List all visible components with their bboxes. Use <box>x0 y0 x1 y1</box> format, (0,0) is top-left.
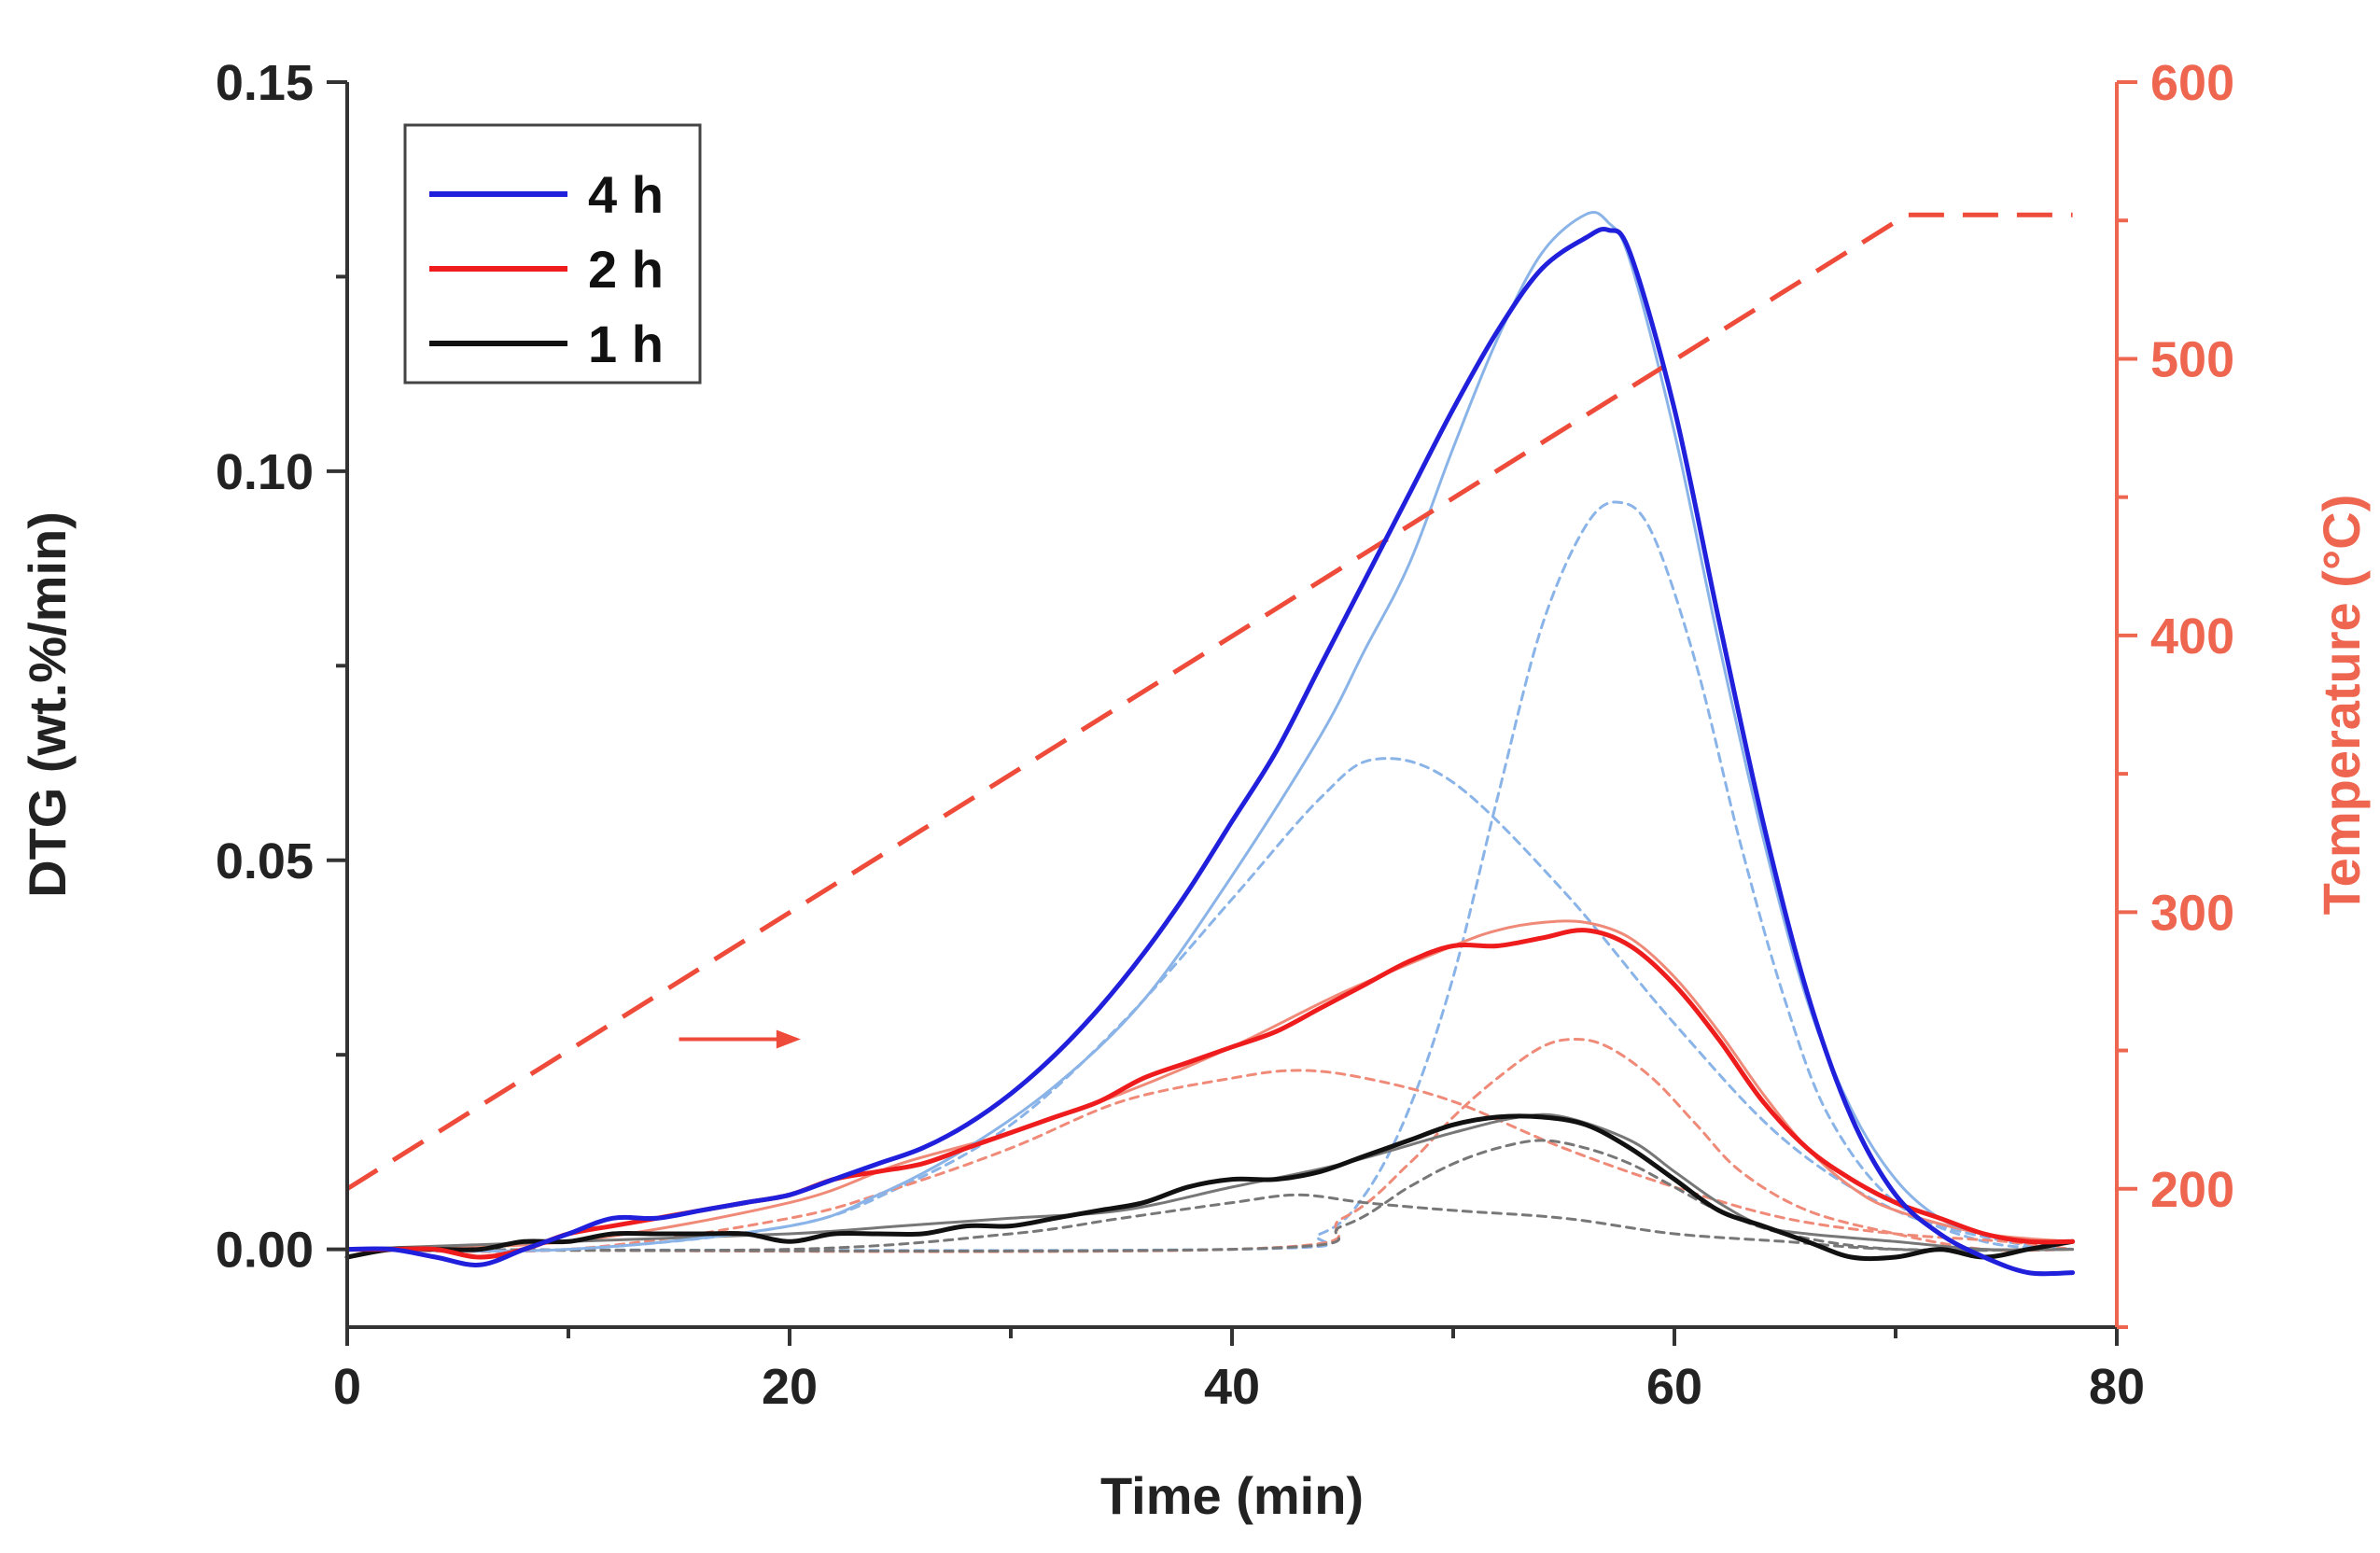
series-2-h-component-1 <box>345 1069 2075 1253</box>
x-tick-label: 0 <box>333 1359 361 1415</box>
legend-box <box>403 123 702 385</box>
y2-axis-title: Temperature (°C) <box>2312 495 2371 916</box>
series-4-h <box>344 227 2076 1277</box>
series-1-h <box>344 1113 2076 1262</box>
legend-label: 4 h <box>588 165 664 224</box>
y-tick-label: 0.05 <box>216 833 314 889</box>
plot-series-layer <box>344 211 2076 1277</box>
y-tick-label: 0.15 <box>216 55 314 111</box>
x-tick-label: 80 <box>2089 1359 2145 1415</box>
legend: 4 h 2 h 1 h <box>403 123 702 385</box>
y-tick-label: 0.00 <box>216 1223 314 1279</box>
series-temperature <box>345 212 2073 1191</box>
series-1-h-component-1 <box>345 1193 2075 1252</box>
x-tick-label: 40 <box>1204 1359 1260 1415</box>
series-4-h-component-2 <box>345 500 2075 1252</box>
series-4-h-component-1 <box>345 757 2075 1252</box>
y2-tick-label: 600 <box>2150 55 2234 111</box>
legend-label: 2 h <box>588 240 664 299</box>
y2-tick-label: 500 <box>2150 331 2234 387</box>
x-axis-title: Time (min) <box>1100 1466 1364 1525</box>
y2-tick-label: 300 <box>2150 885 2234 941</box>
x-tick-label: 60 <box>1646 1359 1702 1415</box>
y-tick-label: 0.10 <box>216 444 314 500</box>
axes-layer: 0 20 40 60 80 0.00 0.05 0.10 0.15 200 300 400 500 600… <box>18 55 2371 1525</box>
y2-tick-label: 400 <box>2150 609 2234 665</box>
annotation-arrow-head <box>776 1029 801 1049</box>
y2-tick-label: 200 <box>2150 1162 2234 1218</box>
series-1-h-fit <box>345 1112 2075 1252</box>
y-axis-title: DTG (wt.%/min) <box>18 511 77 898</box>
x-tick-label: 20 <box>762 1359 818 1415</box>
legend-label: 1 h <box>588 315 664 373</box>
series-2-h <box>344 928 2076 1260</box>
